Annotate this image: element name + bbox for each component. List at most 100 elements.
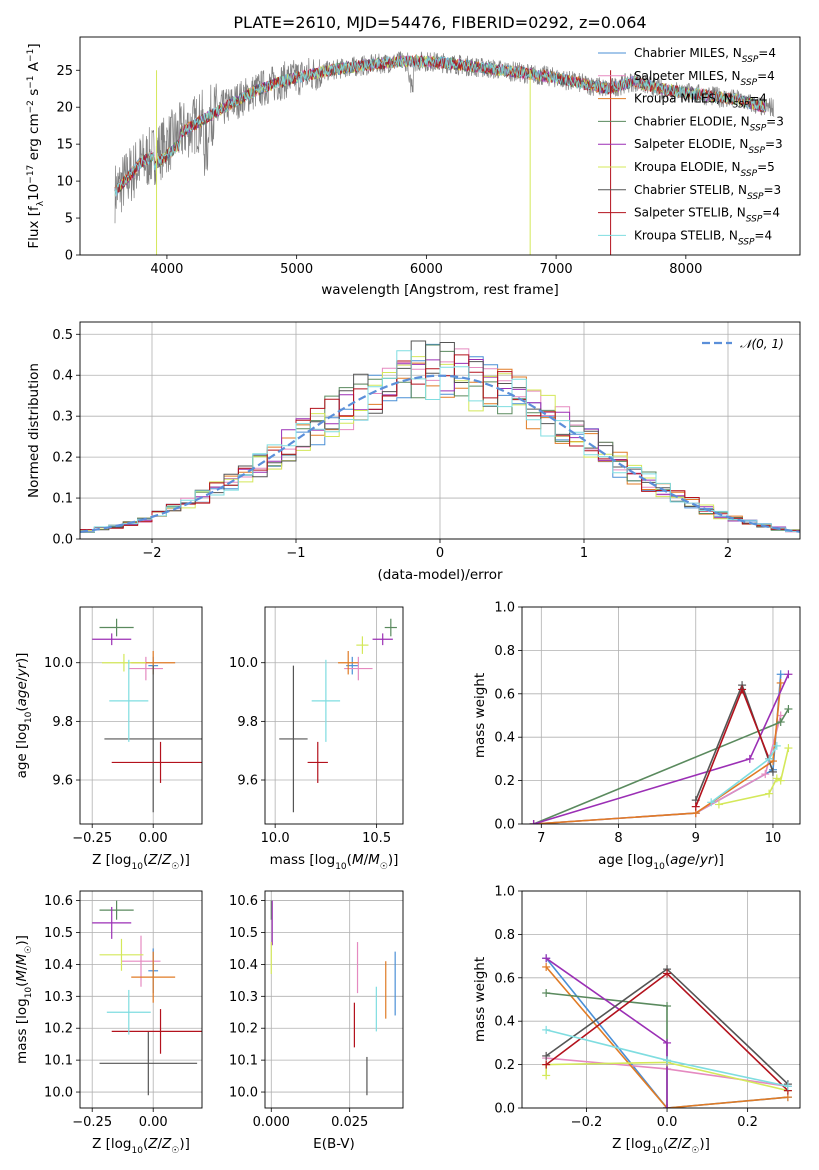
y-tick-label: 0.8 <box>494 928 515 943</box>
errorbar-plot-area <box>92 618 202 813</box>
x-tick-label: 0.00 <box>139 831 168 846</box>
y-axis-label-part: ( <box>14 706 30 711</box>
x-axis-label-part: ( <box>663 1136 668 1152</box>
y-tick-label: 9.6 <box>52 774 73 789</box>
y-axis-label: mass weight <box>472 673 488 758</box>
y-tick-label: 5 <box>65 212 73 227</box>
y-tick-label: 10 <box>56 175 73 190</box>
x-axis-label-part: ( <box>143 1136 148 1152</box>
y-axis-label-part: −2 <box>26 100 36 113</box>
x-tick-label: 8000 <box>669 262 702 277</box>
axes-frame <box>264 606 404 825</box>
mass-vs-ebv-panel: 0.000 0.025 10.0 10.1 10.2 10.3 10.4 10.5 10.6 E(… <box>229 890 404 1152</box>
legend-entry-part: SSP <box>741 78 758 88</box>
errorbar-plot-area <box>279 618 397 813</box>
legend-entry: Chabrier ELODIE, NSSP=3 <box>634 114 784 133</box>
histogram-plot-area <box>80 340 800 535</box>
y-tick-label: 10.0 <box>44 1086 73 1101</box>
figure-title: PLATE=2610, MJD=54476, FIBERID=0292, z=0… <box>233 13 646 32</box>
y-axis-label-part: ] <box>26 43 42 48</box>
y-axis-label-part: Flux [f <box>26 205 42 249</box>
y-tick-label: 0.1 <box>52 492 73 507</box>
y-axis-label: Flux [fλ10−17 erg cm−2 s−1 A−1] <box>26 43 46 248</box>
legend-entry: Salpeter ELODIE, NSSP=3 <box>634 137 783 156</box>
x-tick-label: 2 <box>724 546 732 561</box>
legend-entry-part: SSP <box>748 146 765 156</box>
x-axis-label-part: 10 <box>653 862 665 872</box>
y-axis-label-part: ☉ <box>24 946 34 954</box>
y-tick-label: 0.8 <box>494 644 515 659</box>
y-tick-label: 10.4 <box>229 958 258 973</box>
y-tick-label: 0 <box>65 249 73 264</box>
y-tick-label: 10.3 <box>44 990 73 1005</box>
legend-entry-part: =5 <box>757 160 775 174</box>
legend-entry-part: Salpeter ELODIE, N <box>634 137 748 151</box>
histogram-chabrier-stelib <box>80 340 800 534</box>
x-axis-label-part: / <box>157 1136 162 1152</box>
x-axis-label-part: )] <box>713 852 724 868</box>
legend-entry-part: SSP <box>747 192 764 202</box>
gaussian-curve <box>80 374 800 533</box>
x-axis-label: E(B-V) <box>313 1136 355 1152</box>
x-axis-label-part: M <box>352 852 364 868</box>
x-axis-label-part: Z [log <box>92 1136 131 1152</box>
y-tick-label: 0.0 <box>52 533 73 548</box>
x-axis-label-part: ☉ <box>171 1146 179 1156</box>
x-axis-label-part: 10 <box>131 1146 143 1156</box>
y-tick-label: 10.0 <box>229 1086 258 1101</box>
x-tick-label: −2 <box>142 546 161 561</box>
x-axis-label-part: Z [log <box>92 852 131 868</box>
y-axis-label-part: erg cm <box>26 113 42 164</box>
x-axis-label-part: mass [log <box>270 852 336 868</box>
x-axis-label: Z [log10(Z/Z☉)] <box>612 1136 710 1156</box>
y-tick-label: 0.4 <box>494 1015 515 1030</box>
y-tick-label: 10.2 <box>229 1022 258 1037</box>
x-axis-label-part: Z <box>147 852 158 868</box>
x-tick-label: 9 <box>692 831 700 846</box>
x-axis-label-part: Z <box>147 1136 158 1152</box>
x-axis-label-part: Z <box>667 1136 678 1152</box>
legend-entry-part: Salpeter STELIB, N <box>634 206 746 220</box>
x-axis-label-part: age [log <box>598 852 653 868</box>
legend-entry: Kroupa STELIB, NSSP=4 <box>634 228 772 247</box>
y-axis-label-part: ( <box>14 982 30 987</box>
x-tick-label: 6000 <box>410 262 443 277</box>
legend-entry-part: SSP <box>741 169 758 179</box>
weight-line-chabrier-miles <box>533 674 782 824</box>
x-axis-label: (data-model)/error <box>377 567 503 583</box>
x-tick-label: 0 <box>436 546 444 561</box>
y-tick-label: 0.4 <box>494 731 515 746</box>
y-axis-label-part: 10 <box>26 184 42 201</box>
y-axis-label-part: age [log <box>14 723 30 778</box>
y-axis-label-part: )] <box>14 653 30 664</box>
x-axis-label: mass [log10(M/M☉)] <box>270 852 399 872</box>
x-axis-label-part: Z [log <box>612 1136 651 1152</box>
y-tick-label: 10.3 <box>229 990 258 1005</box>
y-tick-label: 10.0 <box>229 656 258 671</box>
legend-entry-part: =3 <box>764 183 782 197</box>
legend-entry-part: Kroupa MILES, N <box>634 92 733 106</box>
y-tick-label: 1.0 <box>494 885 515 900</box>
x-axis-label-part: )] <box>179 852 190 868</box>
legend-entry-part: Kroupa ELODIE, N <box>634 160 741 174</box>
weight-line-kroupa-elodie <box>545 1061 789 1092</box>
y-tick-label: 10.4 <box>44 958 73 973</box>
axes-frame <box>79 36 801 256</box>
x-tick-label: −1 <box>286 546 305 561</box>
x-tick-label: −0.25 <box>72 831 112 846</box>
x-axis-label-part: / <box>695 852 700 868</box>
y-axis-label: mass [log10(M/M☉)] <box>14 935 34 1064</box>
x-tick-label: 7 <box>537 831 545 846</box>
legend-entry: Kroupa MILES, NSSP=4 <box>634 92 767 111</box>
legend-entry-part: Chabrier STELIB, N <box>634 183 747 197</box>
legend-entry: Chabrier STELIB, NSSP=3 <box>634 183 781 202</box>
x-axis-label-part: 10 <box>131 862 143 872</box>
spectrum-panel: 4000 5000 6000 7000 8000 0 5 10 15 20 25 wavelength… <box>26 36 801 298</box>
x-axis-label-part: 10 <box>335 862 347 872</box>
y-tick-label: 10.5 <box>229 926 258 941</box>
weight-line-salpeter-miles <box>533 715 782 824</box>
x-tick-label: 10 <box>765 831 782 846</box>
legend-entry-part: =4 <box>754 228 772 242</box>
y-tick-label: 0.2 <box>52 451 73 466</box>
